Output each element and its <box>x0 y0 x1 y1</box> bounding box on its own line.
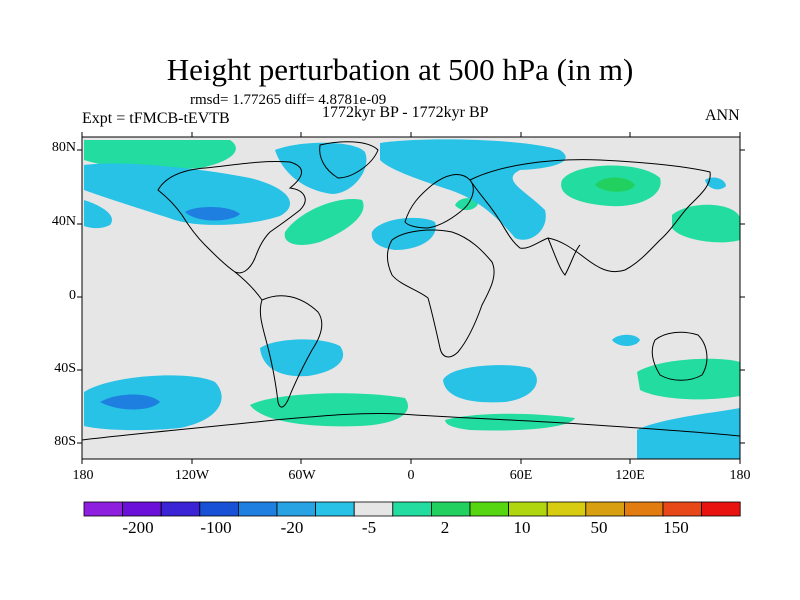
colorbar-swatch <box>83 501 123 517</box>
colorbar-label: -5 <box>361 518 377 537</box>
lat-tick-label: 40N <box>51 214 76 229</box>
lat-tick-label: 40S <box>54 361 76 376</box>
lon-tick-label: 60W <box>288 468 316 483</box>
colorbar-swatch <box>237 501 278 517</box>
coastline-india <box>547 237 581 276</box>
colorbar-swatch <box>430 501 471 517</box>
coastline-central-america <box>234 271 263 301</box>
colorbar-swatch <box>199 501 239 517</box>
coastline-asia <box>469 159 711 273</box>
negative-anomaly-core <box>100 394 160 410</box>
colorbar-swatch <box>508 501 548 517</box>
colorbar-swatch <box>585 501 625 517</box>
colorbar-label: -200 <box>122 518 154 537</box>
lon-tick-label: 180 <box>72 468 94 483</box>
negative-anomaly-region <box>705 177 726 190</box>
coastline-australia <box>651 331 708 381</box>
negative-anomaly-region <box>275 142 367 194</box>
lon-tick-label: 60E <box>509 468 533 483</box>
coastline-greenland <box>319 141 379 179</box>
positive-anomaly-region <box>637 358 740 400</box>
negative-anomaly-region <box>443 365 537 403</box>
colorbar-swatch <box>315 501 355 517</box>
negative-anomaly-region <box>84 200 112 229</box>
positive-anomaly-core <box>595 177 635 192</box>
colorbar <box>83 501 741 517</box>
colorbar-swatch <box>624 501 664 517</box>
experiment-label: Expt = tFMCB-tEVTB <box>82 110 230 127</box>
lon-tick-label: 0 <box>407 468 415 483</box>
colorbar-swatch <box>353 501 394 517</box>
colorbar-swatch <box>392 501 432 517</box>
colorbar-swatch <box>546 501 587 517</box>
lon-tick-label: 120E <box>615 468 645 483</box>
period-label: 1772kyr BP - 1772kyr BP <box>322 104 489 121</box>
negative-anomaly-core <box>185 206 240 221</box>
coastline-europe <box>404 174 474 229</box>
coastline-antarctica <box>82 412 740 441</box>
coastline-south-america <box>259 295 323 408</box>
lon-tick-label: 120W <box>174 468 210 483</box>
colorbar-swatch <box>662 501 702 517</box>
colorbar-label: -20 <box>280 518 304 537</box>
positive-anomaly-region <box>250 393 408 427</box>
colorbar-swatch <box>469 501 509 517</box>
coastlines <box>82 141 740 441</box>
lat-tick-label: 80N <box>51 140 76 155</box>
lat-tick-label: 0 <box>69 288 76 303</box>
coastline-africa <box>387 229 495 358</box>
positive-anomaly-region <box>84 140 236 170</box>
colorbar-label: 150 <box>663 518 689 537</box>
lat-tick-label: 80S <box>54 434 76 449</box>
negative-anomaly-region <box>260 339 344 377</box>
season-label: ANN <box>705 107 740 124</box>
negative-anomaly-region <box>84 163 290 225</box>
colorbar-label: 50 <box>590 518 608 537</box>
coastline-north-america <box>157 161 306 274</box>
axis-ticks <box>77 132 745 464</box>
stats-text: rmsd= 1.77265 diff= 4.8781e-09 <box>190 92 387 108</box>
colorbar-swatch <box>701 501 741 517</box>
colorbar-label: 2 <box>440 518 450 537</box>
colorbar-label: 10 <box>513 518 531 537</box>
colorbar-swatch <box>160 501 201 517</box>
positive-anomaly-region <box>455 198 478 211</box>
lon-tick-label: 180 <box>729 468 751 483</box>
colorbar-label: -100 <box>200 518 232 537</box>
negative-anomaly-region <box>612 334 640 346</box>
colorbar-swatch <box>276 501 316 517</box>
negative-anomaly-region <box>637 408 740 459</box>
colorbar-swatch <box>122 501 162 517</box>
positive-anomaly-region <box>284 199 364 245</box>
plot-title: Height perturbation at 500 hPa (in m) <box>166 52 634 87</box>
positive-anomaly-region <box>672 204 740 243</box>
